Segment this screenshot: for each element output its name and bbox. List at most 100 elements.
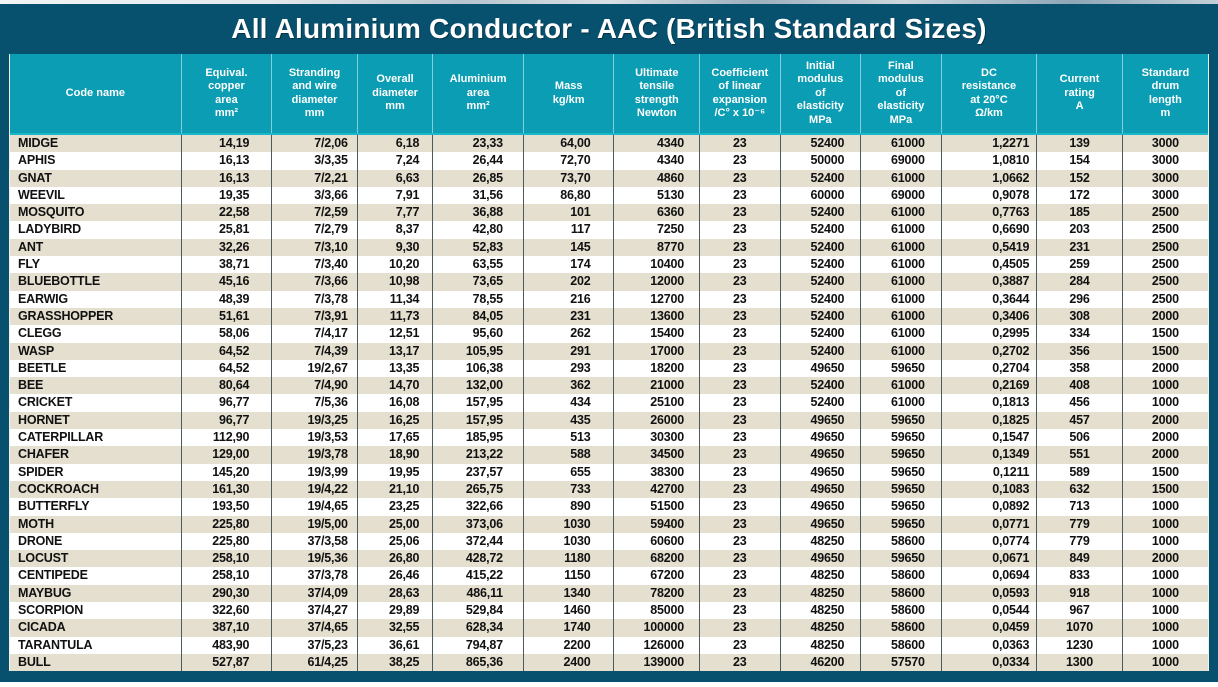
code-name-cell: BULL xyxy=(18,654,51,669)
table-cell: 23 xyxy=(699,377,781,395)
table-cell: 0,3644 xyxy=(940,290,1037,308)
table-cell: 7/3,91 xyxy=(271,307,358,326)
table-cell: 1030 xyxy=(522,532,614,551)
table-cell: 19/5,00 xyxy=(271,515,358,533)
table-cell: 7/5,36 xyxy=(271,394,358,412)
table-cell: 0,1349 xyxy=(940,446,1037,464)
table-cell: 1000 xyxy=(1121,515,1208,533)
table-cell: 8770 xyxy=(613,238,700,257)
table-cell: 0,3887 xyxy=(940,273,1037,291)
code-name-cell: MIDGE xyxy=(18,136,58,150)
table-cell: 52400 xyxy=(779,221,861,239)
table-cell: 2500 xyxy=(1121,204,1208,222)
table-cell: 0,0459 xyxy=(940,619,1037,637)
table-cell: 291 xyxy=(522,342,614,360)
table-cell: 52400 xyxy=(779,204,861,222)
code-name-cell: BUTTERFLY xyxy=(18,499,90,514)
table-cell: 0,1547 xyxy=(940,429,1037,447)
table-cell: 12700 xyxy=(613,290,700,308)
table-cell: 161,30 xyxy=(180,480,272,499)
table-cell: 408 xyxy=(1036,377,1123,395)
table-cell: 16,08 xyxy=(356,394,433,412)
table-cell: 61000 xyxy=(860,169,942,187)
table-cell: 322,60 xyxy=(180,602,272,620)
table-cell: 308 xyxy=(1036,307,1123,326)
code-name-cell: CLEGG xyxy=(18,326,62,341)
table-row: LOCUST 258,10 19/5,36 26,80 428,72 1180 68200 2… xyxy=(10,550,1208,568)
table-cell: 52400 xyxy=(779,273,861,291)
table-cell: 145,20 xyxy=(180,463,272,481)
table-cell: 7/4,17 xyxy=(271,325,358,343)
table-cell: 69000 xyxy=(860,152,942,170)
table-cell: 67200 xyxy=(613,567,700,585)
table-cell: 1150 xyxy=(522,567,614,585)
code-name-cell: MAYBUG xyxy=(18,585,72,600)
table-row: MOSQUITO 22,58 7/2,59 7,77 36,88 101 6360 23 524… xyxy=(10,204,1208,222)
table-cell: 10,20 xyxy=(356,256,433,274)
table-cell: 2000 xyxy=(1121,446,1208,464)
table-row: SCORPION 322,60 37/4,27 29,89 529,84 1460 8500… xyxy=(10,602,1208,620)
table-cell: 58600 xyxy=(860,532,942,551)
table-cell: 0,2169 xyxy=(940,377,1037,395)
table-cell: 7/3,10 xyxy=(271,238,358,257)
table-cell: 387,10 xyxy=(180,619,272,637)
table-cell: 69000 xyxy=(860,186,942,205)
table-cell: 435 xyxy=(522,411,614,430)
table-cell: 362 xyxy=(522,377,614,395)
table-cell: 157,95 xyxy=(432,394,524,412)
table-cell: 7250 xyxy=(613,221,700,239)
table-cell: 23 xyxy=(699,134,781,153)
table-cell: 506 xyxy=(1036,429,1123,447)
table-cell: 2000 xyxy=(1121,550,1208,568)
table-cell: 1500 xyxy=(1121,463,1208,481)
table-cell: 38,71 xyxy=(180,256,272,274)
table-cell: 3000 xyxy=(1121,169,1208,187)
table-cell: 23 xyxy=(699,325,781,343)
table-cell: 216 xyxy=(522,290,614,308)
table-cell: 456 xyxy=(1036,394,1123,412)
column-header-current-rating: Current rating A xyxy=(1036,54,1123,135)
table-cell: 23 xyxy=(699,567,781,585)
table-cell: 49650 xyxy=(779,411,861,430)
table-cell: 0,0593 xyxy=(940,584,1037,603)
table-cell: 17,65 xyxy=(356,429,433,447)
table-row: HORNET 96,77 19/3,25 16,25 157,95 435 26000 23 4… xyxy=(10,411,1208,430)
table-cell: 0,0892 xyxy=(940,498,1037,516)
table-cell: 52400 xyxy=(779,169,861,187)
table-cell: 86,80 xyxy=(522,186,614,205)
table-cell: 52400 xyxy=(779,342,861,360)
table-cell: 334 xyxy=(1036,325,1123,343)
table-cell: 3000 xyxy=(1121,186,1208,205)
table-cell: 23 xyxy=(699,619,781,637)
code-name-cell: WASP xyxy=(18,343,55,358)
table-cell: 13,35 xyxy=(356,359,433,378)
table-cell: 551 xyxy=(1036,446,1123,464)
table-cell: 589 xyxy=(1036,463,1123,481)
table-cell: 779 xyxy=(1036,532,1123,551)
table-cell: 231 xyxy=(522,307,614,326)
table-cell: 0,0363 xyxy=(940,636,1037,654)
screenshot-edge-artifact xyxy=(0,0,1218,4)
table-cell: 434 xyxy=(522,394,614,412)
table-cell: 73,65 xyxy=(432,273,524,291)
table-cell: 588 xyxy=(522,446,614,464)
table-cell: 19/3,25 xyxy=(271,411,358,430)
table-row: BEETLE 64,52 19/2,67 13,35 106,38 293 18200 23 4… xyxy=(10,359,1208,378)
table-cell: 61000 xyxy=(860,221,942,239)
table-cell: 59650 xyxy=(860,498,942,516)
column-header-initial-modulus-elasticity: Initial modulus of elasticity MPa xyxy=(779,54,861,135)
table-cell: 61000 xyxy=(860,342,942,360)
table-cell: 23 xyxy=(699,342,781,360)
table-cell: 52400 xyxy=(779,134,861,153)
table-cell: 7,91 xyxy=(356,186,433,205)
table-cell: 37/4,27 xyxy=(271,602,358,620)
table-cell: 49650 xyxy=(779,429,861,447)
table-cell: 296 xyxy=(1036,290,1123,308)
table-cell: 713 xyxy=(1036,498,1123,516)
table-cell: 38,25 xyxy=(356,653,433,672)
table-cell: 655 xyxy=(522,463,614,481)
table-cell: 457 xyxy=(1036,411,1123,430)
table-cell: 23 xyxy=(699,186,781,205)
table-cell: 172 xyxy=(1036,186,1123,205)
table-cell: 262 xyxy=(522,325,614,343)
